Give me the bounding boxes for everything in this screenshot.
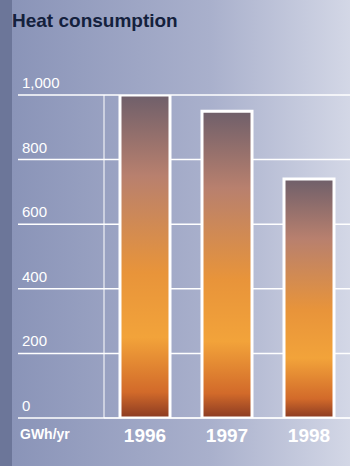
svg-text:800: 800 [22, 139, 47, 156]
svg-text:1997: 1997 [206, 425, 248, 446]
svg-text:600: 600 [22, 203, 47, 220]
html-text:Heat consumption: Heat consumption [12, 10, 178, 31]
svg-text:1996: 1996 [124, 425, 166, 446]
svg-text:400: 400 [22, 268, 47, 285]
svg-text:200: 200 [22, 332, 47, 349]
svg-text:0: 0 [22, 397, 30, 414]
svg-text:1,000: 1,000 [22, 74, 60, 91]
html-text:GWh/yr: GWh/yr [20, 426, 70, 442]
svg-text:1998: 1998 [288, 425, 330, 446]
